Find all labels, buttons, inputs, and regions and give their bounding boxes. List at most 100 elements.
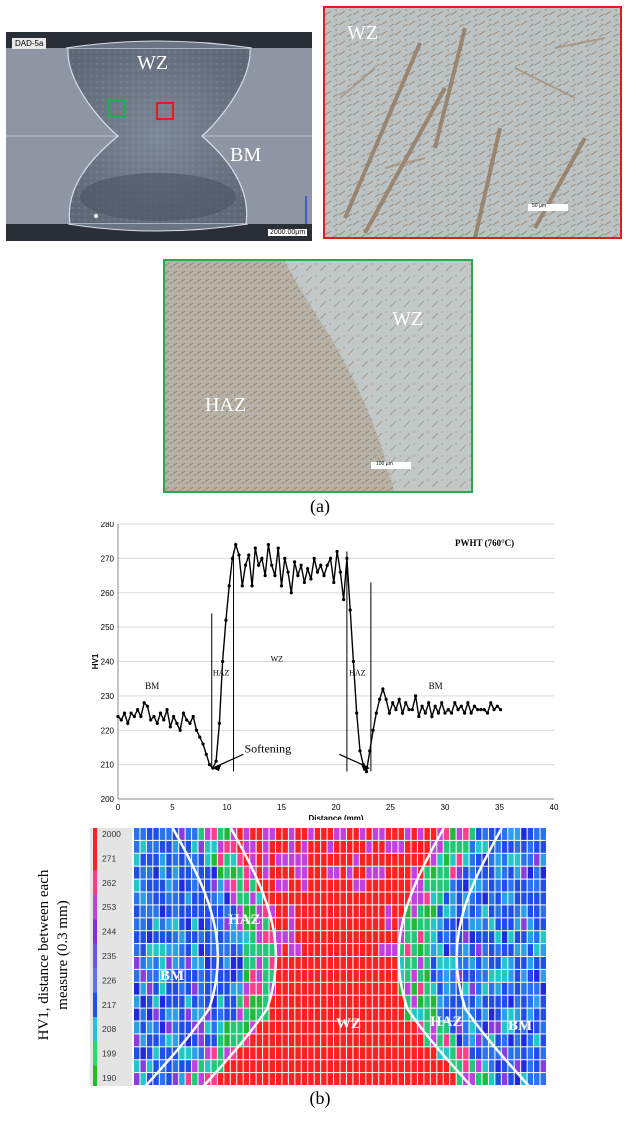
heatmap-cell [314, 995, 321, 1008]
heatmap-cell [424, 944, 430, 956]
heatmap-cell [527, 1073, 534, 1085]
heatmap-cell [456, 892, 463, 905]
data-point [423, 711, 427, 715]
heatmap-cell [134, 1034, 140, 1047]
heatmap-cell [224, 995, 230, 1008]
heatmap-cell [359, 931, 366, 944]
x-tick-label: 20 [332, 803, 341, 812]
heatmap-cell [527, 1021, 534, 1034]
heatmap-cell [243, 840, 250, 853]
heatmap-cell [463, 1060, 469, 1073]
heatmap-cell [243, 1073, 250, 1085]
heatmap-cell [192, 1034, 198, 1047]
heatmap-cell [405, 957, 411, 969]
heatmap-cell [134, 853, 140, 866]
heatmap-cell [192, 931, 198, 944]
heatmap-cell [295, 1073, 301, 1085]
heatmap-cell [450, 1073, 456, 1085]
heatmap-cell [353, 828, 359, 840]
heatmap-cell [321, 995, 327, 1008]
heatmap-cell [527, 931, 534, 944]
heatmap-cell [385, 1021, 392, 1034]
heatmap-cell [508, 828, 514, 840]
heatmap-cell [508, 853, 514, 866]
heatmap-cell [366, 1073, 372, 1085]
heatmap-cell [192, 905, 198, 918]
heatmap-cell [217, 957, 224, 969]
heatmap-cell [495, 853, 501, 866]
heatmap-cell [134, 879, 140, 892]
heatmap-cell [514, 982, 521, 995]
data-point [243, 563, 248, 567]
heatmap-cell [146, 1034, 153, 1047]
heatmap-cell [327, 944, 334, 956]
heatmap-cell [456, 957, 463, 969]
heatmap-cell [430, 853, 437, 866]
legend-swatch [93, 968, 97, 993]
heatmap-cell [359, 969, 366, 982]
data-point [175, 721, 179, 725]
legend-value: 271 [102, 853, 116, 863]
heatmap-cell [359, 905, 366, 918]
heatmap-cell [456, 828, 463, 840]
heatmap-cell [405, 1034, 411, 1047]
heatmap-cell [527, 957, 534, 969]
heatmap-cell [405, 866, 411, 879]
series-line [117, 541, 502, 774]
heatmap-cell [430, 982, 437, 995]
heatmap-cell [488, 1073, 495, 1085]
heatmap-cell [379, 840, 385, 853]
heatmap-cell [443, 1021, 450, 1034]
data-point [391, 701, 395, 705]
heatmap-svg [134, 827, 546, 1087]
heatmap-cell [359, 1073, 366, 1085]
green-micro-label-wz: WZ [392, 308, 424, 330]
heatmap-cell [282, 840, 288, 853]
heatmap-cell [295, 982, 301, 995]
heatmap-cell [198, 1008, 204, 1021]
heatmap-cell [514, 931, 521, 944]
heatmap-cell [372, 1008, 379, 1021]
heatmap-cell [166, 892, 172, 905]
heatmap-cell [540, 918, 546, 931]
heatmap-cell [540, 957, 546, 969]
heatmap-cell [166, 1060, 172, 1073]
heatmap-cell [146, 1060, 153, 1073]
heatmap-cell [295, 892, 301, 905]
heatmap-cell [204, 853, 211, 866]
heatmap-cell [521, 931, 527, 944]
heatmap-cell [379, 1060, 385, 1073]
heatmap-cell [346, 853, 353, 866]
heatmap-cell [288, 828, 295, 840]
heatmap-cell [134, 1021, 140, 1034]
data-point [279, 584, 284, 588]
heatmap-cell [417, 1073, 424, 1085]
data-point [181, 711, 185, 715]
heatmap-cell [501, 866, 508, 879]
heatmap-cell [385, 995, 392, 1008]
heatmap-cell [140, 982, 146, 995]
heatmap-cell [224, 944, 230, 956]
heatmap-cell [288, 982, 295, 995]
heatmap-cell [372, 1073, 379, 1085]
heatmap-cell [534, 969, 540, 982]
heatmap-cell [398, 995, 405, 1008]
data-point [273, 573, 277, 578]
annotation-haz-left: HAZ [213, 668, 230, 677]
heatmap-cell [463, 995, 469, 1008]
heatmap-cell [527, 995, 534, 1008]
heatmap-cell [204, 969, 211, 982]
heatmap-cell [211, 1073, 217, 1085]
heatmap-cell [340, 879, 346, 892]
heatmap-cell [527, 1008, 534, 1021]
heatmap-cell [146, 1008, 153, 1021]
heatmap-cell [153, 892, 159, 905]
heatmap-cell [392, 1047, 398, 1060]
heatmap-cell [482, 1073, 488, 1085]
heatmap-cell [476, 918, 482, 931]
heatmap-cell [476, 879, 482, 892]
heatmap-cell [411, 995, 417, 1008]
heatmap-cell [366, 840, 372, 853]
data-point [289, 591, 293, 595]
heatmap-cell [405, 1060, 411, 1073]
